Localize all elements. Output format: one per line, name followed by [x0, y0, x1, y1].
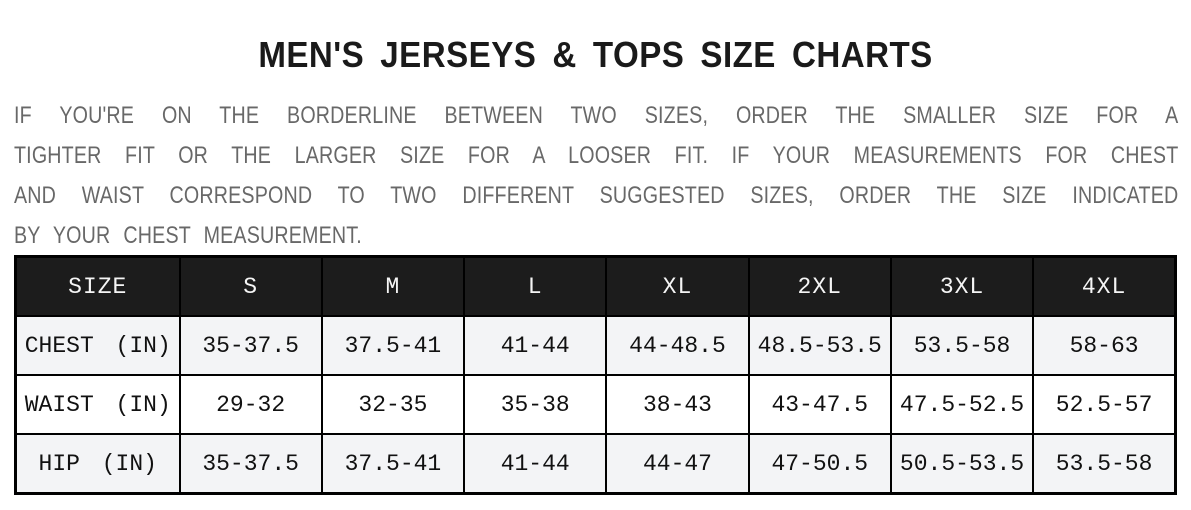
intro-line-2: TIGHTER FIT OR THE LARGER SIZE FOR A LOO… [14, 142, 1179, 169]
row-label-hip: HIP (IN) [14, 433, 181, 495]
header-cell-4xl: 4XL [1032, 255, 1177, 317]
table-cell: 48.5-53.5 [747, 315, 892, 376]
table-row-waist: WAIST (IN) 29-32 32-35 35-38 38-43 43-47… [14, 374, 1177, 435]
table-cell: 37.5-41 [320, 315, 466, 376]
table-cell: 47-50.5 [747, 433, 892, 495]
page-title-text: MEN'S JERSEYS & TOPS SIZE CHARTS [258, 34, 933, 75]
header-cell-m: M [320, 255, 466, 317]
table-cell: 32-35 [320, 374, 466, 435]
intro-paragraph: IF YOU'RE ON THE BORDERLINE BETWEEN TWO … [14, 96, 1178, 256]
intro-line-3: AND WAIST CORRESPOND TO TWO DIFFERENT SU… [14, 182, 1179, 209]
row-label-waist: WAIST (IN) [14, 374, 181, 435]
header-cell-2xl: 2XL [747, 255, 892, 317]
table-cell: 53.5-58 [1032, 433, 1177, 495]
table-cell: 37.5-41 [320, 433, 466, 495]
table-cell: 44-48.5 [605, 315, 750, 376]
table-header-row: SIZE S M L XL 2XL 3XL 4XL [14, 255, 1177, 317]
table-cell: 44-47 [605, 433, 750, 495]
intro-line-4: BY YOUR CHEST MEASUREMENT. [14, 222, 362, 249]
table-cell: 43-47.5 [747, 374, 892, 435]
page-title: MEN'S JERSEYS & TOPS SIZE CHARTS [0, 34, 1191, 76]
table-row-chest: CHEST (IN) 35-37.5 37.5-41 41-44 44-48.5… [14, 315, 1177, 376]
table-cell: 53.5-58 [889, 315, 1035, 376]
table-cell: 35-38 [463, 374, 608, 435]
row-label-chest: CHEST (IN) [14, 315, 181, 376]
table-cell: 29-32 [178, 374, 323, 435]
table-cell: 41-44 [463, 315, 608, 376]
header-cell-size: SIZE [14, 255, 181, 317]
table-cell: 35-37.5 [178, 315, 323, 376]
table-cell: 58-63 [1032, 315, 1177, 376]
table-cell: 50.5-53.5 [889, 433, 1035, 495]
table-cell: 41-44 [463, 433, 608, 495]
header-cell-l: L [463, 255, 608, 317]
header-cell-xl: XL [605, 255, 750, 317]
table-cell: 38-43 [605, 374, 750, 435]
intro-line-1: IF YOU'RE ON THE BORDERLINE BETWEEN TWO … [14, 102, 1179, 129]
table-row-hip: HIP (IN) 35-37.5 37.5-41 41-44 44-47 47-… [14, 433, 1177, 495]
header-cell-s: S [178, 255, 323, 317]
table-cell: 47.5-52.5 [889, 374, 1035, 435]
header-cell-3xl: 3XL [889, 255, 1035, 317]
table-cell: 52.5-57 [1032, 374, 1177, 435]
size-chart-table: SIZE S M L XL 2XL 3XL 4XL CHEST (IN) 35-… [14, 255, 1177, 495]
table-cell: 35-37.5 [178, 433, 323, 495]
